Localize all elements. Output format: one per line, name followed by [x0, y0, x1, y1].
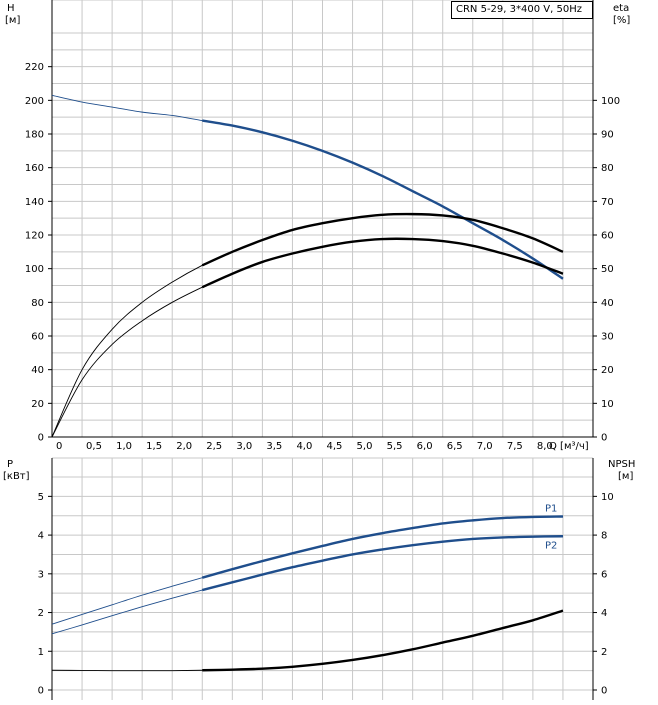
x-tick-label: 7,5	[507, 441, 523, 452]
y-axis-unit-left: [кВт]	[3, 471, 30, 482]
chart-title: CRN 5-29, 3*400 V, 50Hz	[456, 4, 582, 15]
y-tick-label-right: 6	[601, 569, 607, 580]
head-curve-thin	[51, 94, 564, 280]
y-tick-label-left: 220	[25, 62, 44, 73]
x-tick-label: 4,0	[296, 441, 312, 452]
y-tick-label-right: 40	[601, 298, 614, 309]
y-axis-label-right: NPSH	[608, 459, 635, 470]
y-tick-label-left: 20	[31, 399, 44, 410]
power-p1-curve-thick	[201, 515, 563, 579]
x-tick-label: 1,5	[146, 441, 162, 452]
y-tick-label-right: 8	[601, 531, 607, 542]
x-tick-label: 2,0	[176, 441, 192, 452]
x-tick-label: 3,5	[266, 441, 282, 452]
y-tick-label-right: 100	[601, 96, 620, 107]
y-tick-label-left: 100	[25, 264, 44, 275]
y-tick-label-right: 2	[601, 647, 607, 658]
y-tick-label-right: 4	[601, 608, 607, 619]
power-p2-curve-thin	[51, 535, 563, 635]
power-p2-curve-thick	[201, 535, 563, 592]
x-tick-label: 0,5	[86, 441, 102, 452]
y-axis-unit-left: [м]	[5, 15, 20, 26]
x-tick-label: 7,0	[477, 441, 493, 452]
y-tick-label-left: 3	[38, 569, 44, 580]
y-tick-label-right: 60	[601, 231, 614, 242]
y-tick-label-left: 40	[31, 365, 44, 376]
y-tick-label-left: 80	[31, 298, 44, 309]
y-tick-label-left: 0	[38, 686, 44, 697]
y-tick-label-right: 10	[601, 492, 614, 503]
npsh-curve-thick	[202, 609, 564, 672]
y-tick-label-left: 0	[38, 433, 44, 444]
power-p1-curve-thin	[51, 516, 563, 625]
series-label-p1: P1	[545, 504, 557, 515]
y-tick-label-left: 200	[25, 96, 44, 107]
npsh-curve-thin	[51, 610, 564, 672]
y-tick-label-right: 30	[601, 332, 614, 343]
y-axis-label-right: eta	[613, 3, 629, 14]
x-tick-label: 5,0	[357, 441, 373, 452]
efficiency-curve-lower-thick	[201, 237, 564, 289]
y-axis-label-left: H	[7, 3, 15, 14]
y-tick-label-right: 20	[601, 365, 614, 376]
y-tick-label-left: 5	[38, 492, 44, 503]
x-tick-label: 2,5	[206, 441, 222, 452]
x-tick-label: 1,0	[116, 441, 132, 452]
x-tick-label: 6,5	[447, 441, 463, 452]
y-tick-label-right: 10	[601, 399, 614, 410]
y-tick-label-left: 60	[31, 332, 44, 343]
y-tick-label-right: 0	[601, 433, 607, 444]
y-tick-label-left: 120	[25, 231, 44, 242]
y-tick-label-right: 0	[601, 686, 607, 697]
y-tick-label-right: 90	[601, 130, 614, 141]
x-tick-label: 3,0	[236, 441, 252, 452]
y-axis-unit-right: [%]	[613, 15, 630, 26]
y-tick-label-right: 50	[601, 264, 614, 275]
x-tick-label: 6,0	[417, 441, 433, 452]
x-tick-label: 0	[56, 441, 62, 452]
chart-title-box: CRN 5-29, 3*400 V, 50Hz	[451, 1, 593, 19]
head-curve-thick	[202, 119, 564, 280]
y-tick-label-left: 140	[25, 197, 44, 208]
series-label-p2: P2	[545, 540, 557, 551]
y-axis-unit-right: [м]	[618, 471, 633, 482]
x-tick-label: 5,5	[387, 441, 403, 452]
y-tick-label-left: 4	[38, 531, 44, 542]
y-tick-label-left: 2	[38, 608, 44, 619]
x-axis-label: Q [м³/ч]	[549, 441, 589, 452]
y-axis-label-left: P	[7, 459, 13, 470]
y-tick-label-left: 180	[25, 130, 44, 141]
x-tick-label: 8,0	[537, 441, 553, 452]
x-tick-label: 4,5	[327, 441, 343, 452]
y-tick-label-right: 70	[601, 197, 614, 208]
y-tick-label-right: 80	[601, 163, 614, 174]
y-tick-label-left: 160	[25, 163, 44, 174]
efficiency-curve-upper-thick	[201, 212, 564, 267]
y-tick-label-left: 1	[38, 647, 44, 658]
